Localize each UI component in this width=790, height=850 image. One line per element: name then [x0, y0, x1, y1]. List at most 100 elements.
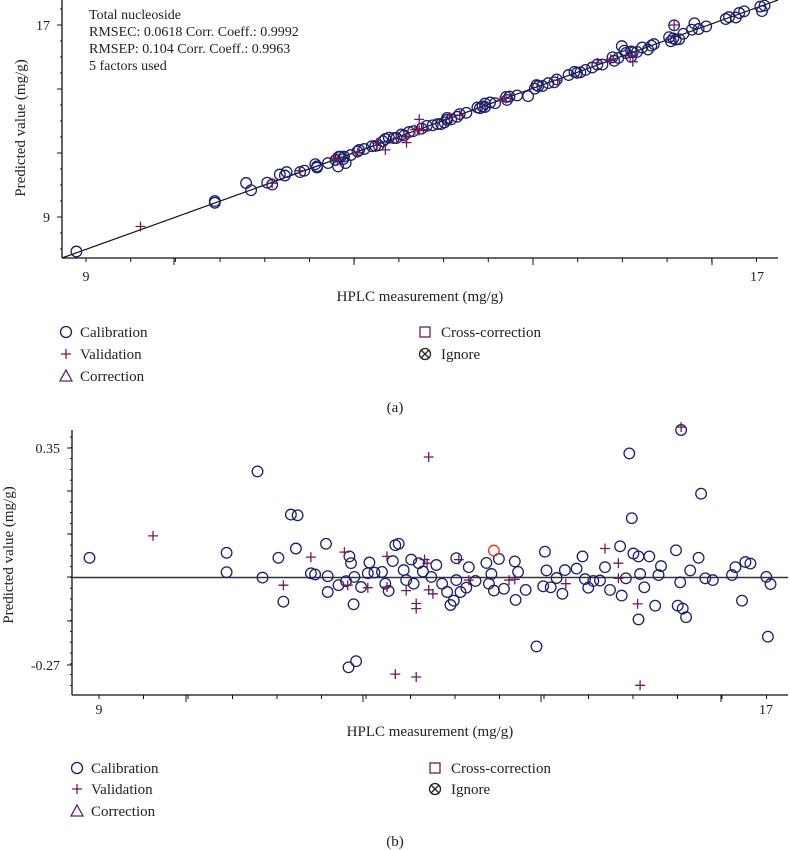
validation-point	[504, 575, 514, 586]
calibration-point	[645, 39, 658, 52]
calibration-point	[692, 23, 705, 35]
calibration-point	[70, 245, 83, 258]
calibration-point	[670, 544, 682, 557]
calibration-point	[361, 567, 374, 580]
calibration-point	[445, 113, 458, 126]
calibration-point	[587, 574, 600, 587]
panel-a-xtick-label: 17	[750, 270, 764, 285]
calibration-point	[674, 576, 687, 589]
calibration-point	[430, 559, 443, 571]
highlighted-point	[479, 97, 491, 110]
calibration-point	[764, 578, 777, 591]
legend-label: Calibration	[91, 761, 159, 777]
calibration-point	[632, 613, 645, 626]
calibration-point	[508, 555, 521, 568]
validation-point	[414, 114, 425, 125]
validation-point	[391, 133, 402, 144]
panel-a-axes	[57, 0, 778, 265]
panel-b-chart: 0.35 -0.27 9 17 HPLC measurement (mg/g) …	[1, 422, 788, 850]
calibration-point	[311, 161, 323, 174]
calibration-point	[685, 23, 698, 36]
legend-label: Cross-correction	[451, 761, 551, 777]
calibration-point	[450, 574, 463, 587]
calibration-point	[548, 76, 561, 89]
panel-b-ytick-label: 0.35	[36, 442, 61, 457]
calibration-point	[501, 93, 513, 106]
calibration-point	[441, 586, 454, 598]
calibration-point	[634, 568, 647, 580]
validation-point	[453, 554, 464, 565]
validation-point	[382, 551, 392, 562]
legend-label: Cross-correction	[441, 325, 541, 341]
calibration-point	[220, 566, 233, 579]
panel-a-x-axis-label: HPLC measurement (mg/g)	[337, 289, 504, 305]
calibration-point	[723, 11, 735, 24]
calibration-point	[623, 447, 636, 460]
calibration-point	[739, 556, 752, 569]
calibration-point	[684, 564, 697, 577]
legend-square-icon	[419, 326, 431, 338]
calibration-point	[729, 561, 742, 574]
calibration-point	[758, 0, 771, 12]
calibration-point	[522, 90, 535, 103]
validation-point	[463, 575, 474, 586]
calibration-point	[562, 69, 575, 81]
validation-point	[427, 588, 438, 599]
calibration-point	[348, 570, 361, 583]
validation-point	[305, 552, 316, 563]
calibration-point	[530, 640, 543, 653]
calibration-point	[570, 562, 583, 575]
panel-b-y-axis-label: Predicted value (mg/g)	[1, 486, 17, 623]
calibration-point	[655, 560, 667, 573]
legend-label: Ignore	[451, 782, 490, 798]
panel-a-annotation-4: 5 factors used	[89, 59, 167, 74]
panel-b-legend: Calibration Validation Correction Cross-…	[69, 761, 551, 820]
calibration-point	[382, 131, 395, 144]
panel-b-points	[83, 422, 777, 691]
panel-a-xtick-label: 9	[83, 270, 90, 285]
legend-circle-icon	[59, 325, 73, 339]
panel-a-points	[70, 0, 771, 258]
calibration-point	[652, 569, 665, 582]
calibration-point	[344, 149, 357, 161]
validation-point	[148, 530, 158, 541]
panel-b-xtick-label: 9	[96, 703, 103, 718]
validation-point	[380, 144, 391, 155]
calibration-point	[342, 661, 355, 674]
calibration-point	[680, 611, 693, 624]
calibration-point	[450, 552, 463, 565]
calibration-point	[540, 564, 553, 577]
validation-point	[495, 95, 506, 106]
calibration-point	[695, 487, 708, 500]
validation-point	[592, 57, 603, 68]
panel-a-label: (a)	[387, 400, 404, 416]
legend-triangle-icon	[69, 803, 85, 817]
calibration-point	[386, 555, 399, 568]
calibration-point	[556, 587, 569, 600]
calibration-point	[594, 574, 606, 587]
validation-point	[267, 178, 278, 189]
calibration-point	[392, 537, 405, 550]
validation-point	[418, 124, 429, 135]
calibration-point	[761, 630, 774, 643]
calibration-point	[536, 80, 549, 92]
calibration-point	[363, 556, 376, 569]
calibration-point	[397, 564, 410, 577]
calibration-point	[480, 556, 493, 569]
calibration-point	[509, 593, 522, 606]
validation-point	[635, 680, 646, 691]
panel-a-annotation-3: RMSEP: 0.104 Corr. Coeff.: 0.9963	[89, 42, 290, 57]
validation-point	[352, 147, 363, 158]
validation-point	[401, 585, 412, 596]
calibration-point	[460, 581, 473, 594]
calibration-point	[345, 557, 357, 570]
panel-a-ytick-label: 9	[43, 211, 50, 226]
calibration-point	[615, 589, 628, 602]
panel-b-x-axis-label: HPLC measurement (mg/g)	[347, 724, 514, 740]
calibration-point	[625, 512, 638, 525]
calibration-point	[512, 565, 525, 578]
calibration-point	[618, 44, 631, 57]
calibration-point	[643, 550, 656, 563]
legend-circled-x-icon	[428, 782, 442, 796]
